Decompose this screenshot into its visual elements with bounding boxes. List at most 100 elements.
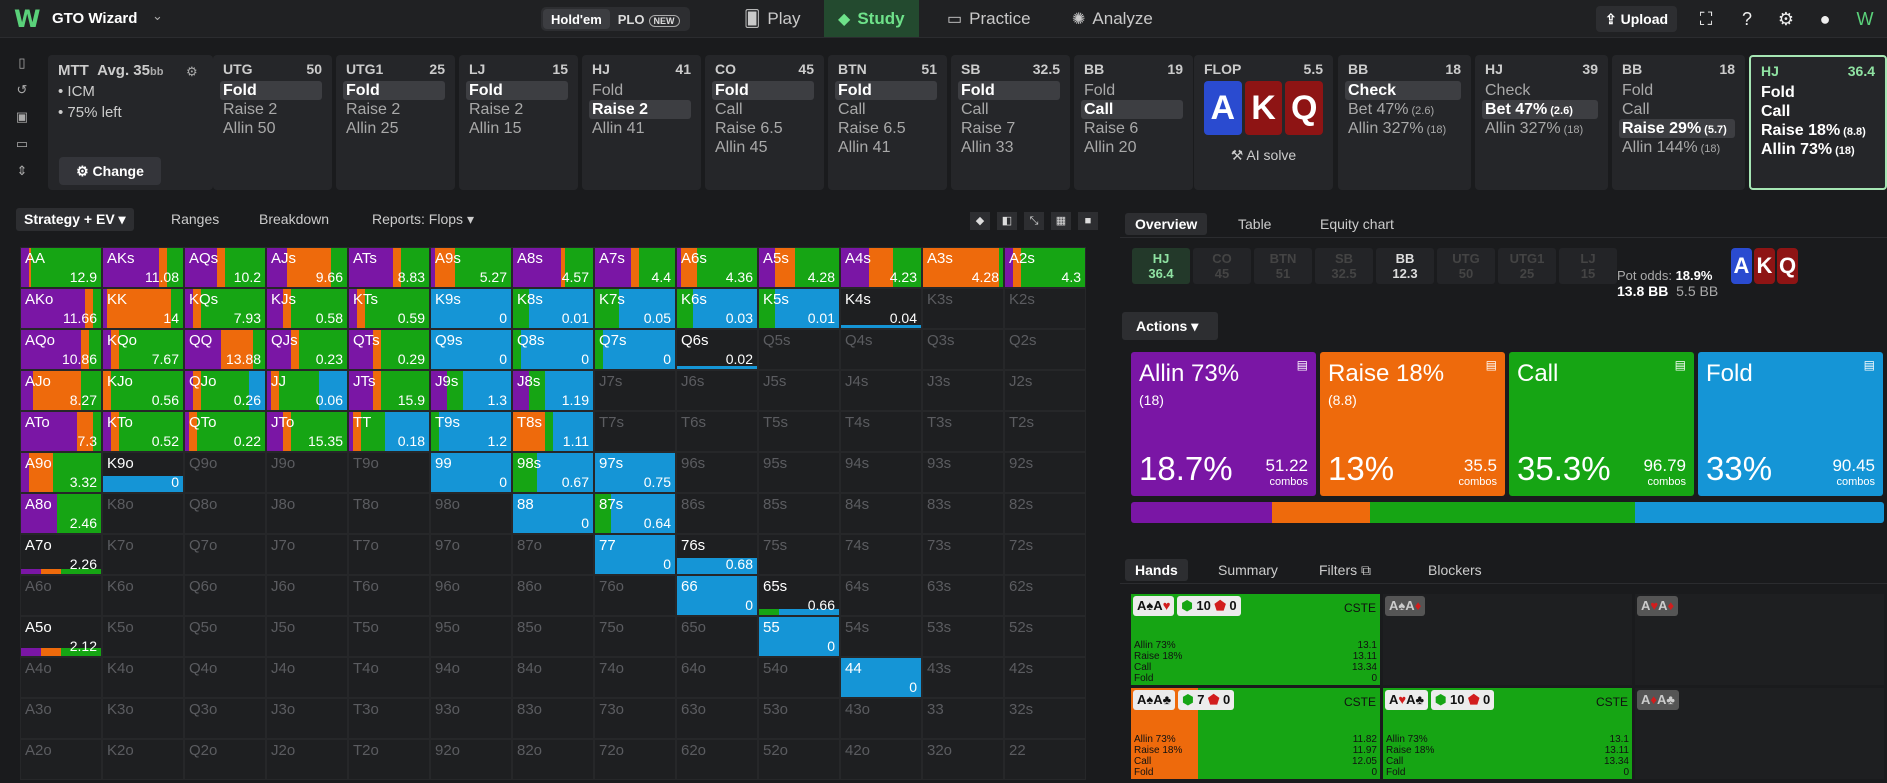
position-chip-utg1[interactable]: UTG1 25 bbox=[1498, 248, 1556, 284]
hand-cell[interactable]: T5s bbox=[758, 411, 840, 452]
help-icon[interactable]: ? bbox=[1741, 9, 1752, 29]
hand-cell[interactable]: J7o bbox=[266, 534, 348, 575]
tab-equity-chart[interactable]: Equity chart bbox=[1320, 216, 1394, 232]
action-option[interactable]: Allin 25 bbox=[346, 120, 399, 137]
hand-detail[interactable]: A♦A♣ bbox=[1635, 688, 1884, 779]
hand-cell[interactable]: QTs 0.29 bbox=[348, 329, 430, 370]
note-icon[interactable]: ▤ bbox=[1296, 358, 1308, 372]
hand-cell[interactable]: T9o bbox=[348, 452, 430, 493]
tab-overview[interactable]: Overview bbox=[1125, 213, 1208, 235]
hand-cell[interactable]: 93o bbox=[430, 698, 512, 739]
cube-icon[interactable]: ◆ bbox=[970, 212, 990, 230]
hand-cell[interactable]: T7s bbox=[594, 411, 676, 452]
hand-cell[interactable]: K4o bbox=[102, 657, 184, 698]
hand-cell[interactable]: K9s 0 bbox=[430, 288, 512, 329]
action-option[interactable]: Allin 45 bbox=[715, 139, 768, 156]
hand-cell[interactable]: J3o bbox=[266, 698, 348, 739]
hand-cell[interactable]: 53o bbox=[758, 698, 840, 739]
square-icon[interactable]: ■ bbox=[1078, 212, 1098, 230]
hand-cell[interactable]: K5s 0.01 bbox=[758, 288, 840, 329]
hand-cell[interactable]: 92o bbox=[430, 739, 512, 780]
action-box-raise[interactable]: ▤ Raise 18% (8.8) 13% 35.5 combos bbox=[1320, 352, 1505, 496]
action-option[interactable]: Call bbox=[1758, 102, 1875, 121]
hand-cell[interactable]: KTs 0.59 bbox=[348, 288, 430, 329]
hand-cell[interactable]: Q6s 0.02 bbox=[676, 329, 758, 370]
hand-cell[interactable]: K8o bbox=[102, 493, 184, 534]
hand-cell[interactable]: J5s bbox=[758, 370, 840, 411]
position-chip-lj[interactable]: LJ 15 bbox=[1559, 248, 1617, 284]
action-option[interactable]: Raise 6.5 bbox=[715, 120, 783, 137]
nav-study[interactable]: ◆ Study bbox=[824, 0, 919, 37]
hand-cell[interactable]: A3s 4.28 bbox=[922, 247, 1004, 288]
action-option[interactable]: Allin 50 bbox=[223, 120, 276, 137]
hand-cell[interactable]: T3s bbox=[922, 411, 1004, 452]
action-option[interactable]: Raise 29% (5.7) bbox=[1619, 119, 1735, 138]
hand-cell[interactable]: T3o bbox=[348, 698, 430, 739]
hand-cell[interactable]: K8s 0.01 bbox=[512, 288, 594, 329]
position-card-sb[interactable]: SB 32.5 Fold Call Raise 7 Allin 33 bbox=[951, 55, 1070, 190]
hand-cell[interactable]: A9o 3.32 bbox=[20, 452, 102, 493]
hand-cell[interactable]: J9s 1.3 bbox=[430, 370, 512, 411]
hand-cell[interactable]: 74o bbox=[594, 657, 676, 698]
action-box-fold[interactable]: ▤ Fold 33% 90.45 combos bbox=[1698, 352, 1883, 496]
hand-cell[interactable]: K2o bbox=[102, 739, 184, 780]
hand-cell[interactable]: KQs 7.93 bbox=[184, 288, 266, 329]
hand-cell[interactable]: JTs 15.9 bbox=[348, 370, 430, 411]
hand-cell[interactable]: A6s 4.36 bbox=[676, 247, 758, 288]
hand-cell[interactable]: A4o bbox=[20, 657, 102, 698]
hand-cell[interactable]: J9o bbox=[266, 452, 348, 493]
hand-cell[interactable]: J6o bbox=[266, 575, 348, 616]
action-option[interactable]: Raise 18% (8.8) bbox=[1758, 121, 1875, 140]
hand-cell[interactable]: 85o bbox=[512, 616, 594, 657]
action-option[interactable]: Call bbox=[838, 101, 866, 118]
hand-cell[interactable]: Q7o bbox=[184, 534, 266, 575]
hand-cell[interactable]: J8o bbox=[266, 493, 348, 534]
hand-cell[interactable]: 86o bbox=[512, 575, 594, 616]
action-option[interactable]: Fold bbox=[343, 81, 445, 100]
position-card-btn[interactable]: BTN 51 Fold Call Raise 6.5 Allin 41 bbox=[828, 55, 947, 190]
hand-cell[interactable]: K5o bbox=[102, 616, 184, 657]
hand-cell[interactable]: 55 0 bbox=[758, 616, 840, 657]
hand-cell[interactable]: 97s 0.75 bbox=[594, 452, 676, 493]
hand-cell[interactable]: T6o bbox=[348, 575, 430, 616]
hand-cell[interactable]: 22 bbox=[1004, 739, 1086, 780]
position-card-utg[interactable]: UTG 50 Fold Raise 2 Allin 50 bbox=[213, 55, 332, 190]
app-name[interactable]: GTO Wizard bbox=[52, 10, 138, 27]
hand-cell[interactable]: AJo 8.27 bbox=[20, 370, 102, 411]
logo[interactable]: W bbox=[14, 5, 41, 33]
hand-cell[interactable]: Q5o bbox=[184, 616, 266, 657]
action-option[interactable]: Call bbox=[1619, 100, 1735, 119]
hand-cell[interactable]: 74s bbox=[840, 534, 922, 575]
hand-cell[interactable]: 52o bbox=[758, 739, 840, 780]
action-option[interactable]: Allin 15 bbox=[469, 120, 522, 137]
hand-cell[interactable]: QQ 13.88 bbox=[184, 329, 266, 370]
action-option[interactable]: Raise 2 bbox=[589, 100, 691, 119]
hand-detail[interactable]: CSTE Allin 73% 13.1 Raise 18% 13.11 Call 13.34… bbox=[1131, 594, 1380, 685]
action-option[interactable]: Fold bbox=[958, 81, 1060, 100]
hand-cell[interactable]: A7s 4.4 bbox=[594, 247, 676, 288]
hand-cell[interactable]: 63o bbox=[676, 698, 758, 739]
compress-icon[interactable]: ⤡ bbox=[1024, 212, 1044, 230]
hand-cell[interactable]: T6s bbox=[676, 411, 758, 452]
hand-cell[interactable]: K6o bbox=[102, 575, 184, 616]
hand-cell[interactable]: 73o bbox=[594, 698, 676, 739]
hand-cell[interactable]: JTo 15.35 bbox=[266, 411, 348, 452]
position-chip-sb[interactable]: SB 32.5 bbox=[1315, 248, 1373, 284]
action-option[interactable]: Fold bbox=[1084, 82, 1116, 99]
hand-cell[interactable]: Q9s 0 bbox=[430, 329, 512, 370]
note-icon[interactable]: ▤ bbox=[1863, 358, 1875, 372]
street-card-hj[interactable]: HJ 39 Check Bet 47% (2.6) Allin 327% (18) bbox=[1475, 55, 1608, 190]
action-option[interactable]: Allin 73% (18) bbox=[1758, 140, 1875, 159]
flop-card[interactable]: FLOP 5.5 A K Q ⚒ AI solve bbox=[1194, 55, 1333, 190]
hand-cell[interactable]: 97o bbox=[430, 534, 512, 575]
hand-cell[interactable]: 54o bbox=[758, 657, 840, 698]
hand-cell[interactable]: J2o bbox=[266, 739, 348, 780]
hand-cell[interactable]: Q8o bbox=[184, 493, 266, 534]
hand-cell[interactable]: KTo 0.52 bbox=[102, 411, 184, 452]
contrast-icon[interactable]: ◧ bbox=[997, 212, 1017, 230]
hand-cell[interactable]: T7o bbox=[348, 534, 430, 575]
action-option[interactable]: Raise 2 bbox=[346, 101, 401, 118]
hand-cell[interactable]: A7o 2.26 bbox=[20, 534, 102, 575]
hand-cell[interactable]: AQs 10.2 bbox=[184, 247, 266, 288]
reports-dropdown[interactable]: Reports: Flops ▾ bbox=[372, 211, 474, 228]
